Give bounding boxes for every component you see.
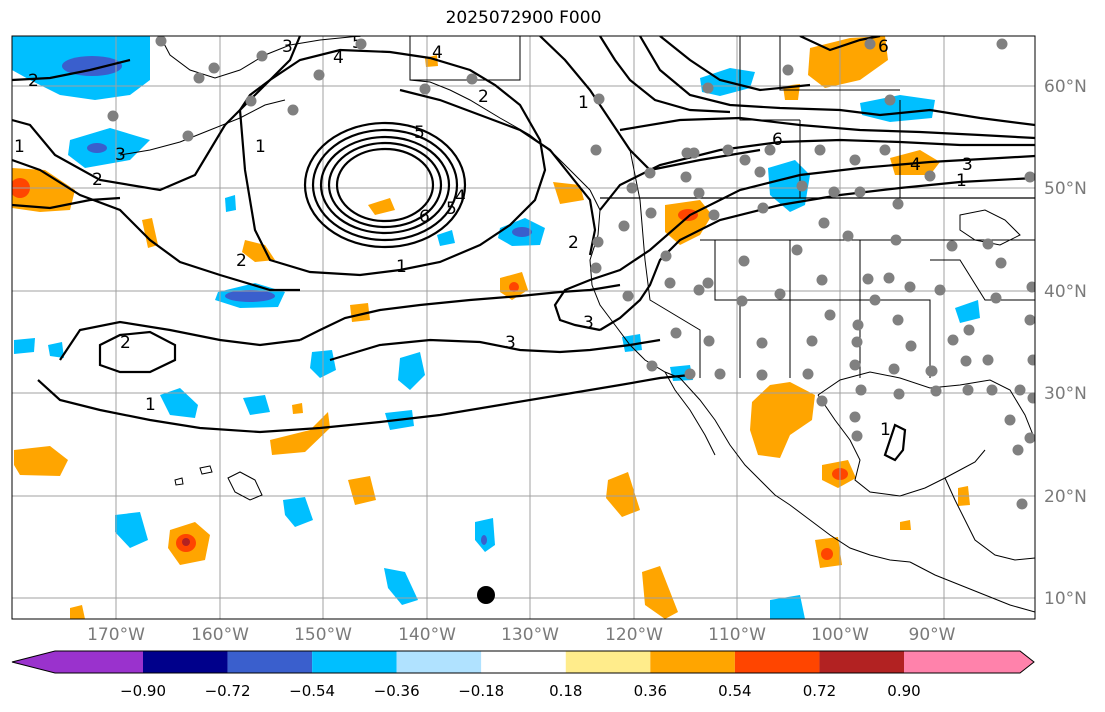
colorbar-tick-label: −0.18 bbox=[458, 682, 505, 700]
colorbar-right-arrow bbox=[1020, 651, 1034, 673]
contour-label: 2 bbox=[28, 71, 39, 91]
lon-label: 150°W bbox=[294, 625, 352, 645]
colorbar-tick-label: −0.54 bbox=[289, 682, 336, 700]
colorbar-tick-label: 0.18 bbox=[549, 682, 583, 700]
storm-marker bbox=[477, 586, 495, 604]
contour-label: 1 bbox=[14, 137, 25, 157]
graticule bbox=[12, 36, 1035, 619]
lon-label: 120°W bbox=[605, 625, 663, 645]
station-dots bbox=[107, 36, 1035, 510]
contour-label: 2 bbox=[236, 251, 247, 271]
lon-label: 130°W bbox=[501, 625, 559, 645]
contour-label: 4 bbox=[432, 43, 443, 63]
contour-label: 2 bbox=[478, 87, 489, 107]
contour-label: 1 bbox=[255, 137, 266, 157]
lat-label: 40°N bbox=[1044, 282, 1087, 302]
colorbar-segment bbox=[819, 651, 904, 673]
contour-label: 3 bbox=[115, 145, 126, 165]
lon-label: 140°W bbox=[398, 625, 456, 645]
lon-label: 160°W bbox=[191, 625, 249, 645]
colorbar-tick-label: −0.72 bbox=[204, 682, 251, 700]
colorbar-segment bbox=[312, 651, 397, 673]
colorbar-tick-label: 0.72 bbox=[802, 682, 837, 700]
colorbar-tick-label: −0.36 bbox=[373, 682, 420, 700]
contour-label: 6 bbox=[878, 37, 889, 57]
contour-label: 6 bbox=[419, 207, 430, 227]
contour-label: 2 bbox=[568, 233, 579, 253]
contour-label: 1 bbox=[880, 420, 891, 440]
colorbar-tick-label: 0.54 bbox=[718, 682, 752, 700]
contour-label: 1 bbox=[145, 395, 156, 415]
contour-label: 4 bbox=[333, 48, 344, 68]
colorbar bbox=[11, 650, 1035, 674]
colorbar-segment bbox=[227, 651, 313, 673]
map-title: 2025072900 F000 bbox=[445, 8, 602, 28]
map-frame bbox=[11, 35, 1036, 620]
contour-label: 1 bbox=[578, 93, 589, 113]
lat-label: 30°N bbox=[1044, 384, 1087, 404]
contour-label: 2 bbox=[120, 333, 131, 353]
colorbar-left-arrow bbox=[12, 651, 55, 673]
colorbar-segment bbox=[734, 651, 820, 673]
contour-label: 3 bbox=[282, 37, 293, 57]
colorbar-tick-label: 0.36 bbox=[633, 682, 668, 700]
contour-label: 4 bbox=[910, 155, 921, 175]
contour-label: 3 bbox=[962, 155, 973, 175]
lon-label: 110°W bbox=[708, 625, 766, 645]
contour-label: 5 bbox=[414, 123, 425, 143]
contour-label: 1 bbox=[956, 171, 967, 191]
lat-label: 50°N bbox=[1044, 179, 1087, 199]
colorbar-segment bbox=[143, 651, 228, 673]
contour-label: 4 bbox=[455, 187, 466, 207]
colorbar-segment bbox=[396, 651, 482, 673]
lon-label: 170°W bbox=[87, 625, 145, 645]
lon-label: 100°W bbox=[811, 625, 869, 645]
lat-label: 20°N bbox=[1044, 487, 1087, 507]
colorbar-tick-label: −0.90 bbox=[120, 682, 166, 700]
colorbar-segment bbox=[55, 651, 143, 673]
colorbar-tick-label: 0.90 bbox=[887, 682, 921, 700]
lat-label: 60°N bbox=[1044, 77, 1087, 97]
colorbar-segment bbox=[481, 651, 566, 673]
contour-label: 3 bbox=[583, 313, 594, 333]
colorbar-segment bbox=[565, 651, 651, 673]
contour-label: 5 bbox=[446, 199, 457, 219]
colorbar-segment bbox=[904, 651, 1020, 673]
contour-label: 6 bbox=[772, 130, 783, 150]
colorbar-segment bbox=[650, 651, 735, 673]
contour-label: 3 bbox=[505, 333, 516, 353]
lon-label: 90°W bbox=[908, 625, 956, 645]
contours bbox=[12, 36, 1035, 462]
lat-label: 10°N bbox=[1044, 589, 1087, 609]
contour-label: 1 bbox=[396, 257, 407, 277]
contour-label: 2 bbox=[92, 170, 103, 190]
